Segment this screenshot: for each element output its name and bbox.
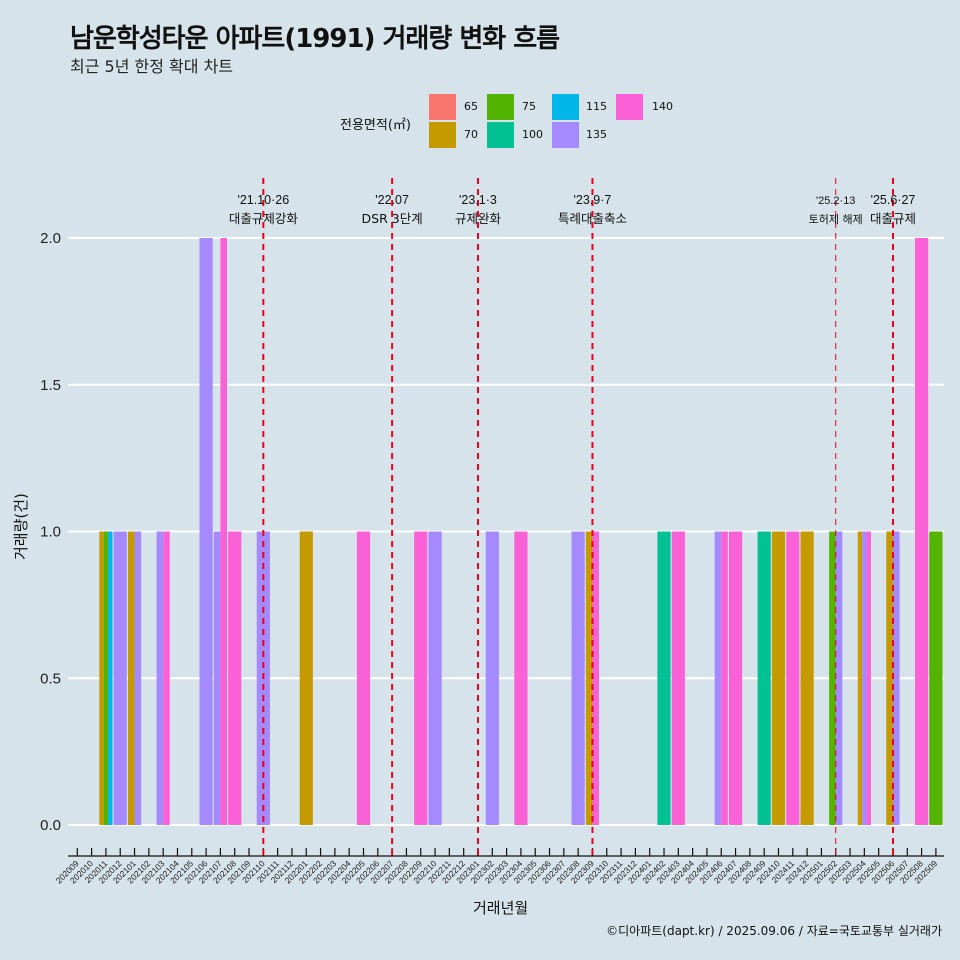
bar-202107-135 <box>213 531 221 825</box>
event-date: '22.07 <box>375 193 409 207</box>
legend-label-75: 75 <box>522 100 536 113</box>
y-axis-title: 거래량(건) <box>12 493 30 560</box>
legend-label-100: 100 <box>522 128 543 141</box>
chart-subtitle: 최근 5년 한정 확대 차트 <box>70 57 234 76</box>
bar-202308-135 <box>571 531 585 825</box>
bar-202309-70 <box>585 531 593 825</box>
y-tick-label: 2.0 <box>40 230 61 247</box>
legend-title: 전용면적(㎡) <box>340 118 411 133</box>
bar-202302-135 <box>485 531 499 825</box>
event-label: 특례대출축소 <box>558 211 627 226</box>
y-tick-label: 0.5 <box>40 670 61 687</box>
bar-202101-70 <box>127 531 135 825</box>
x-axis-title: 거래년월 <box>473 899 529 917</box>
bar-202012-135 <box>113 531 127 825</box>
legend-label-140: 140 <box>652 100 673 113</box>
bar-202504-70 <box>857 531 863 825</box>
legend-swatch-65 <box>429 94 456 120</box>
bar-202205-140 <box>356 531 371 825</box>
event-date: '25.6·27 <box>871 193 916 207</box>
y-tick-label: 1.5 <box>40 377 61 394</box>
legend-label-135: 135 <box>586 128 607 141</box>
y-tick-label: 1.0 <box>40 524 61 541</box>
bar-202103-140 <box>163 531 170 825</box>
bar-202406-140 <box>721 531 728 825</box>
bar-202107-140 <box>220 238 227 825</box>
legend-swatch-100 <box>487 122 514 148</box>
bar-202411-140 <box>786 531 800 825</box>
event-date: '23.1·3 <box>459 193 497 207</box>
event-date: '23.9·7 <box>574 193 612 207</box>
bar-202410-70 <box>771 531 786 825</box>
bar-202506-70 <box>886 531 893 825</box>
bar-202403-140 <box>671 531 685 825</box>
bar-202502-135 <box>835 531 843 825</box>
legend-swatch-115 <box>552 94 579 120</box>
bar-202402-100 <box>657 531 671 825</box>
legend-label-115: 115 <box>586 100 607 113</box>
y-tick-label: 0.0 <box>40 817 61 834</box>
event-label: 규제완화 <box>455 211 502 226</box>
legend-label-70: 70 <box>464 128 478 141</box>
bar-202108-140 <box>228 531 242 825</box>
event-date: '25.2·13 <box>816 195 855 207</box>
bar-202406-135 <box>714 531 722 825</box>
bar-202409-100 <box>757 531 771 825</box>
bar-202504-135 <box>862 531 867 825</box>
bar-202407-140 <box>728 531 743 825</box>
event-label: 토허제 해제 <box>809 212 863 226</box>
bar-202506-135 <box>892 531 900 825</box>
bar-202011-75 <box>103 531 109 825</box>
legend-swatch-70 <box>429 122 456 148</box>
bar-202509-75 <box>929 531 943 825</box>
legend-swatch-140 <box>616 94 643 120</box>
bar-202101-135 <box>134 531 142 825</box>
bar-202504-140 <box>866 531 871 825</box>
event-label: 대출규제강화 <box>229 211 299 226</box>
bar-202309-140 <box>592 531 600 825</box>
legend-swatch-135 <box>552 122 579 148</box>
bar-202502-75 <box>829 531 836 825</box>
bar-202106-135 <box>199 238 213 825</box>
legend-label-65: 65 <box>464 100 478 113</box>
chart-title: 남운학성타운 아파트(1991) 거래량 변화 흐름 <box>70 24 560 54</box>
bar-202210-135 <box>428 531 442 825</box>
footer-credit: ©디아파트(dapt.kr) / 2025.09.06 / 자료=국토교통부 실… <box>606 924 942 938</box>
bar-202011-115 <box>108 531 113 825</box>
bar-202412-70 <box>800 531 814 825</box>
bar-202201-70 <box>299 531 313 825</box>
event-label: DSR 3단계 <box>362 211 423 226</box>
bar-202508-140 <box>914 238 929 825</box>
bar-202103-135 <box>156 531 164 825</box>
event-date: '21.10·26 <box>237 193 289 207</box>
event-label: 대출규제 <box>870 211 916 226</box>
bar-202304-140 <box>514 531 528 825</box>
bar-202011-70 <box>99 531 104 825</box>
legend-swatch-75 <box>487 94 514 120</box>
bar-202209-140 <box>414 531 428 825</box>
